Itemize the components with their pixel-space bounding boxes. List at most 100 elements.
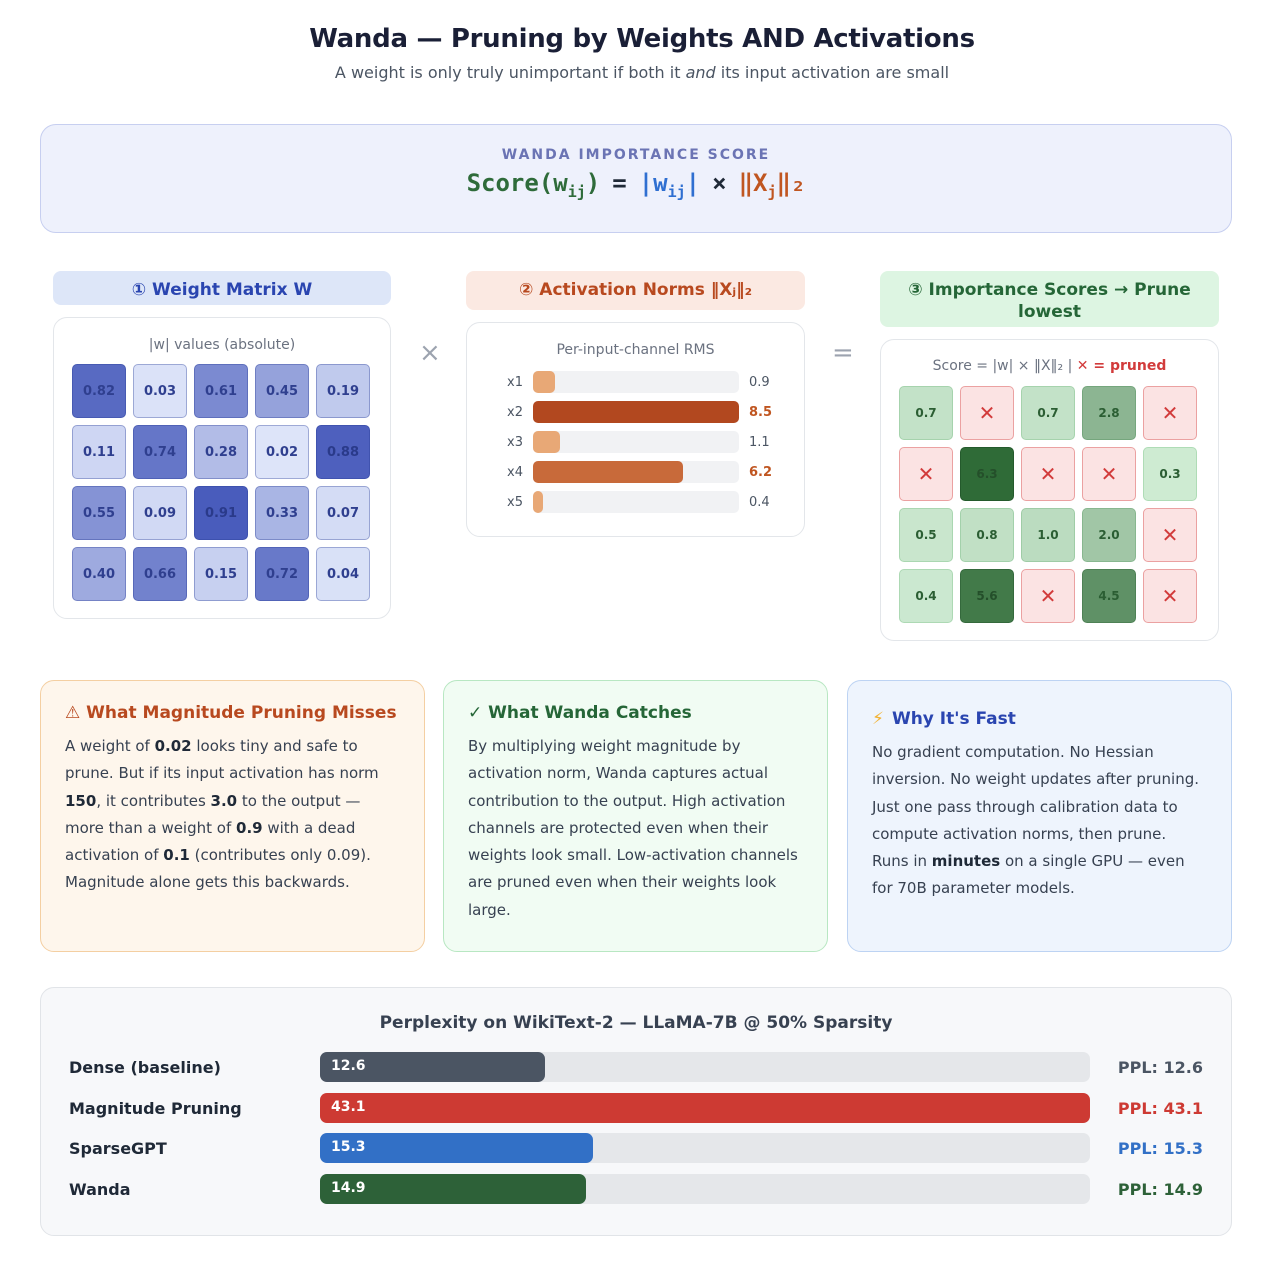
weight-cell: 0.88 [316, 425, 370, 479]
times-operator: × [419, 338, 441, 368]
magnitude-misses-title: ⚠ What Magnitude Pruning Misses [65, 703, 397, 723]
pruned-cell: ✕ [960, 386, 1014, 440]
magnitude-misses-body: A weight of 0.02 looks tiny and safe to … [65, 737, 379, 892]
bar-value-label: 12.6 [331, 1058, 366, 1074]
category-label: Dense (baseline) [69, 1058, 221, 1077]
importance-scores-caption: Score = |w| × ‖X‖₂ | ✕ = pruned [932, 358, 1167, 374]
weight-matrix-card: |w| values (absolute) 0.82 0.03 0.61 0.45 0.… [53, 317, 391, 619]
weight-cell: 0.09 [133, 486, 187, 540]
pruned-cell: ✕ [1143, 386, 1197, 440]
activation-value: 1.1 [749, 435, 770, 450]
activation-row: x4 6.2 [497, 460, 787, 490]
score-cell: 4.5 [1082, 569, 1136, 623]
wanda-catches-title: ✓ What Wanda Catches [468, 703, 692, 723]
pruned-cell: ✕ [1021, 569, 1075, 623]
weight-cell: 0.74 [133, 425, 187, 479]
activation-track [533, 431, 739, 453]
weight-cell: 0.45 [255, 364, 309, 418]
warning-icon: ⚠ [65, 703, 81, 723]
formula-activation: ‖Xj‖₂ [738, 169, 806, 201]
page-title: Wanda — Pruning by Weights AND Activatio… [309, 24, 975, 54]
weight-cell: 0.11 [72, 425, 126, 479]
weight-cell: 0.28 [194, 425, 248, 479]
activation-bars: x1 0.9 x2 8.5 x3 1.1 x4 6.2 x5 0.4 [497, 370, 787, 520]
weight-cell: 0.02 [255, 425, 309, 479]
activation-bar [533, 461, 683, 483]
why-fast-body: No gradient computation. No Hessian inve… [872, 743, 1200, 898]
score-cell: 0.4 [899, 569, 953, 623]
lightning-icon: ⚡ [872, 709, 884, 729]
weight-cell: 0.91 [194, 486, 248, 540]
equals-operator: = [832, 338, 854, 368]
pruned-cell: ✕ [1143, 569, 1197, 623]
score-cell: 1.0 [1021, 508, 1075, 562]
activation-channel-label: x1 [507, 375, 523, 390]
formula-label: WANDA IMPORTANCE SCORE [501, 147, 771, 163]
activation-value: 8.5 [749, 405, 773, 420]
formula-box: WANDA IMPORTANCE SCORE Score(wij) = |wij| ×… [40, 124, 1232, 233]
activation-row: x5 0.4 [497, 490, 787, 520]
perplexity-chart: Perplexity on WikiText-2 — LLaMA-7B @ 50… [40, 987, 1232, 1236]
formula-weight: |wij| [638, 169, 701, 201]
bar-value-label: 15.3 [331, 1139, 366, 1155]
weight-cell: 0.07 [316, 486, 370, 540]
activation-channel-label: x5 [507, 495, 523, 510]
weight-cell: 0.61 [194, 364, 248, 418]
ppl-label: PPL: 12.6 [1117, 1058, 1203, 1077]
chart-row: Magnitude Pruning 43.1 PPL: 43.1 [41, 1092, 1231, 1123]
activation-bar [533, 491, 543, 513]
score-cell: 2.8 [1082, 386, 1136, 440]
formula: Score(wij) = |wij| × ‖Xj‖₂ [41, 169, 1231, 201]
score-cell: 5.6 [960, 569, 1014, 623]
activation-row: x3 1.1 [497, 430, 787, 460]
check-icon: ✓ [468, 703, 483, 723]
page-subtitle: A weight is only truly unimportant if bo… [334, 63, 950, 82]
score-cell: 0.3 [1143, 447, 1197, 501]
formula-score: Score(wij) [466, 169, 601, 201]
activation-value: 6.2 [749, 465, 773, 480]
ppl-label: PPL: 43.1 [1117, 1098, 1203, 1118]
weight-cell: 0.72 [255, 547, 309, 601]
weight-cell: 0.33 [255, 486, 309, 540]
weight-matrix-grid: 0.82 0.03 0.61 0.45 0.19 0.11 0.74 0.28 0.02 0.88… [72, 364, 370, 601]
activation-norms-card: Per-input-channel RMS x1 0.9 x2 8.5 x3 1.1 x4 6… [466, 322, 805, 537]
pruned-cell: ✕ [899, 447, 953, 501]
magnitude-misses-card: ⚠ What Magnitude Pruning Misses A weight… [40, 680, 425, 952]
importance-scores-header: ③ Importance Scores → Prune lowest [880, 271, 1219, 327]
activation-norms-caption: Per-input-channel RMS [556, 342, 715, 358]
bar [320, 1173, 586, 1204]
why-fast-card: ⚡ Why It's Fast No gradient computation. … [847, 680, 1232, 952]
bar [320, 1052, 545, 1082]
bar [320, 1092, 1090, 1123]
formula-times: × [712, 169, 727, 197]
weight-cell: 0.66 [133, 547, 187, 601]
weight-cell: 0.15 [194, 547, 248, 601]
activation-channel-label: x4 [507, 465, 523, 480]
bar-value-label: 14.9 [331, 1179, 366, 1196]
category-label: Wanda [69, 1179, 131, 1199]
score-cell: 2.0 [1082, 508, 1136, 562]
bar-value-label: 43.1 [331, 1098, 366, 1115]
activation-value: 0.4 [749, 495, 770, 510]
pruned-legend: ✕ = pruned [1076, 358, 1167, 374]
activation-value: 0.9 [749, 375, 770, 390]
bar [320, 1133, 593, 1163]
weight-cell: 0.04 [316, 547, 370, 601]
score-cell: 0.7 [1021, 386, 1075, 440]
ppl-label: PPL: 14.9 [1117, 1179, 1203, 1199]
importance-scores-card: Score = |w| × ‖X‖₂ | ✕ = pruned 0.7 ✕ 0.7 2… [880, 339, 1219, 641]
weight-matrix-caption: |w| values (absolute) [148, 337, 296, 353]
activation-norms-header: ② Activation Norms ‖Xⱼ‖₂ [466, 271, 805, 310]
weight-matrix-header: ① Weight Matrix W [53, 271, 391, 305]
score-cell: 0.8 [960, 508, 1014, 562]
why-fast-title: ⚡ Why It's Fast [872, 709, 1016, 729]
activation-channel-label: x2 [507, 405, 523, 420]
weight-cell: 0.19 [316, 364, 370, 418]
activation-bar [533, 371, 555, 393]
chart-row: SparseGPT 15.3 PPL: 15.3 [41, 1133, 1231, 1163]
pruned-cell: ✕ [1021, 447, 1075, 501]
weight-cell: 0.82 [72, 364, 126, 418]
chart-title: Perplexity on WikiText-2 — LLaMA-7B @ 50… [379, 1013, 893, 1033]
weight-cell: 0.03 [133, 364, 187, 418]
activation-track [533, 371, 739, 393]
